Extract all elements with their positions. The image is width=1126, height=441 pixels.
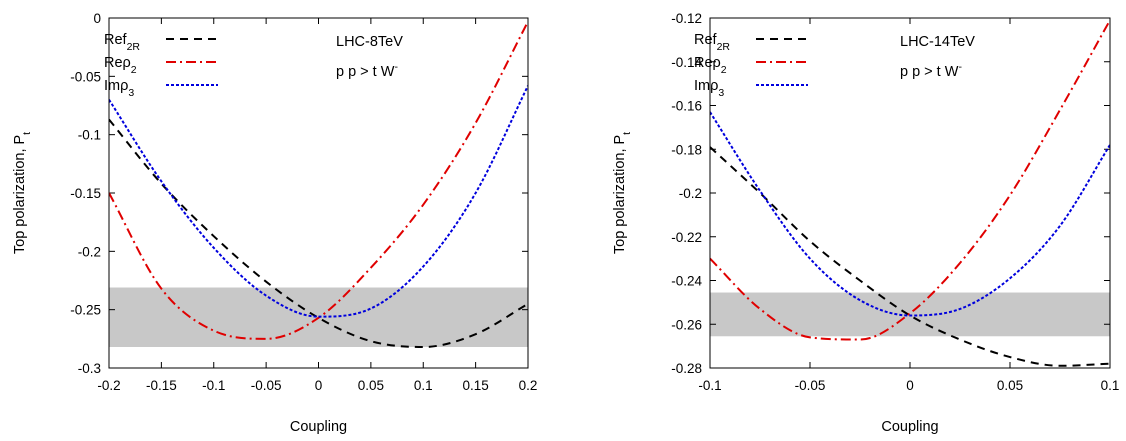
x-tick-label: -0.05 — [795, 378, 826, 393]
chart-panel-2: -0.1 -0.05 0 0.05 0.1 -0.12 -0.14 -0.16 -0.18 -0.… — [612, 11, 1119, 435]
legend-entry-label: Imρ3 — [694, 78, 724, 99]
series-line-2 — [710, 19, 1110, 341]
x-tick-label: 0.2 — [519, 378, 538, 393]
legend-name-sub: 2R — [127, 41, 141, 53]
x-tick-label: 0.1 — [1101, 378, 1120, 393]
x-tick-label: -0.2 — [97, 378, 120, 393]
annotation-energy: LHC-8TeV — [336, 34, 403, 50]
annotation-process-main: p p > t W — [336, 64, 395, 80]
annotation-process-main: p p > t W — [900, 64, 959, 80]
y-tick-label: 0 — [93, 11, 101, 26]
y-axis-label-main: Top polarization, P — [612, 135, 628, 254]
plot-frame — [709, 17, 1111, 369]
legend-name: Ref — [104, 32, 128, 48]
y-axis-label-sub: t — [21, 132, 33, 135]
series-line-3 — [109, 85, 528, 318]
series-line-3 — [710, 111, 1110, 317]
chart-panel-1: -0.2 -0.15 -0.1 -0.05 0 0.05 0.1 0.15 0.2 0 -0.05 -… — [12, 11, 537, 435]
y-axis-label-main: Top polarization, P — [12, 135, 28, 254]
y-tick-label: -0.05 — [70, 69, 101, 84]
x-tick-label: 0.05 — [997, 378, 1023, 393]
legend-entry-label: Reρ2 — [694, 55, 727, 76]
x-tick-label: 0 — [906, 378, 914, 393]
y-tick-label: -0.2 — [78, 244, 101, 259]
plot-frame — [108, 17, 529, 369]
x-tick-label: 0.1 — [414, 378, 433, 393]
legend-name: Ref — [694, 32, 718, 48]
y-tick-label: -0.26 — [671, 317, 702, 332]
legend-name: Imρ — [694, 78, 718, 94]
y-tick-label: -0.15 — [70, 186, 101, 201]
annotation-process-sup: - — [394, 61, 398, 73]
y-tick-label: -0.28 — [671, 361, 702, 376]
annotation-process-sup: - — [958, 61, 962, 73]
y-tick-label: -0.12 — [671, 11, 702, 26]
x-tick-label: 0 — [315, 378, 323, 393]
y-tick-label: -0.1 — [78, 128, 101, 143]
y-tick-label: -0.14 — [671, 55, 702, 70]
y-tick-label: -0.16 — [671, 99, 702, 114]
y-tick-label: -0.3 — [78, 361, 101, 376]
y-tick-label: -0.2 — [679, 186, 702, 201]
y-tick-label: -0.24 — [671, 274, 702, 289]
y-axis-label-sub: t — [621, 132, 633, 135]
x-tick-label: -0.05 — [251, 378, 282, 393]
x-tick-label: -0.15 — [146, 378, 177, 393]
legend-entry-label: Ref2R — [694, 32, 730, 53]
legend-entry-label: Reρ2 — [104, 55, 137, 76]
x-axis-label: Coupling — [290, 419, 347, 435]
x-tick-label: 0.05 — [358, 378, 384, 393]
legend-name: Reρ — [104, 55, 131, 71]
legend-name: Imρ — [104, 78, 128, 94]
annotation-energy: LHC-14TeV — [900, 34, 975, 50]
annotation-process: p p > t W- — [336, 61, 398, 80]
y-tick-label: -0.25 — [70, 303, 101, 318]
x-tick-label: 0.15 — [462, 378, 488, 393]
legend-name-sub: 3 — [128, 87, 134, 99]
legend-name-sub: 2 — [131, 64, 137, 76]
y-axis-label: Top polarization, Pt — [12, 132, 33, 254]
legend-name-sub: 2R — [717, 41, 731, 53]
x-tick-label: -0.1 — [202, 378, 225, 393]
annotation-process: p p > t W- — [900, 61, 962, 80]
y-tick-label: -0.18 — [671, 142, 702, 157]
x-axis-label: Coupling — [881, 419, 938, 435]
x-tick-label: -0.1 — [698, 378, 721, 393]
legend-entry-label: Ref2R — [104, 32, 140, 53]
y-axis-label: Top polarization, Pt — [612, 132, 633, 254]
y-tick-label: -0.22 — [671, 230, 702, 245]
legend-name-sub: 3 — [718, 87, 724, 99]
legend-name-sub: 2 — [721, 64, 727, 76]
legend-entry-label: Imρ3 — [104, 78, 134, 99]
legend-name: Reρ — [694, 55, 721, 71]
series-line-2 — [109, 21, 528, 340]
